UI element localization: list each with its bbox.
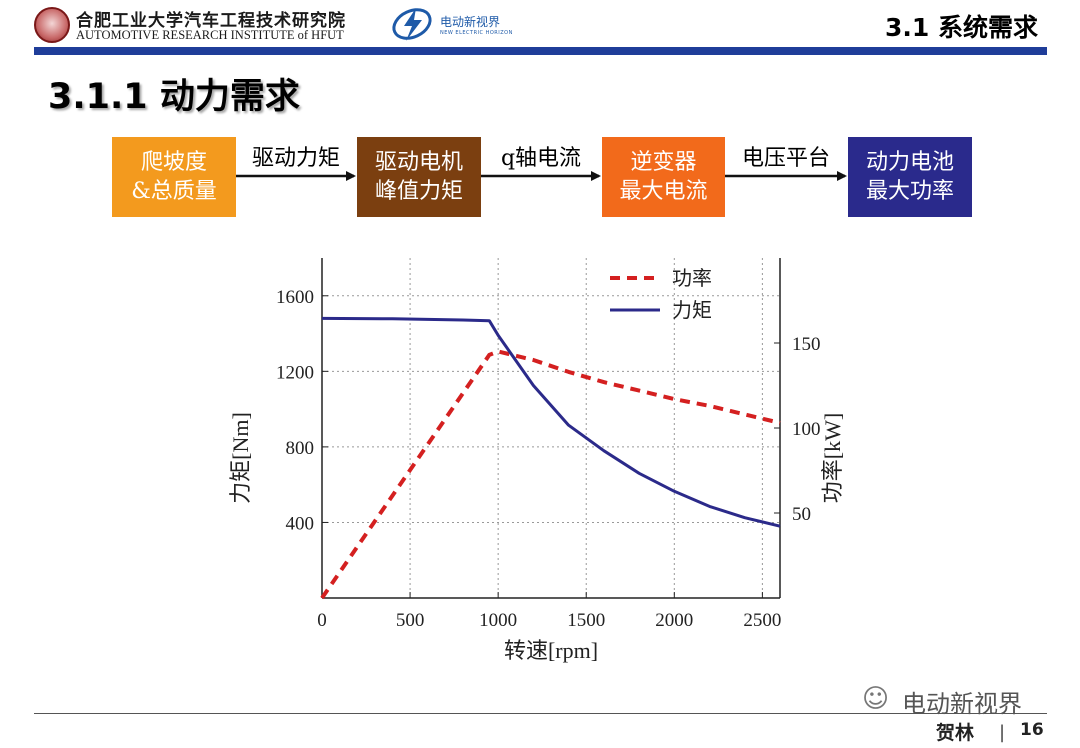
watermark-text: 电动新视界 [902,690,1022,718]
flow-box-grade-mass: 爬坡度 &总质量 [112,137,236,217]
y-right-tick-label: 100 [792,419,821,440]
x-tick-label: 0 [317,610,327,631]
y-left-tick-label: 1200 [276,362,314,383]
y-left-tick-label: 400 [286,513,315,534]
legend-label: 力矩 [672,299,712,322]
section-title: 3.1 系统需求 [885,13,1038,42]
power-series-line [320,349,781,600]
footer-separator: | [999,722,1006,743]
legend-label: 功率 [672,267,712,290]
flow-arrows [236,171,847,181]
y-right-axis-label: 功率[kW] [820,413,845,503]
x-tick-label: 2000 [655,610,693,631]
y-left-axis-label: 力矩[Nm] [228,412,253,504]
author-name: 贺林 [936,722,975,744]
page-title: 3.1.1 动力需求 [48,77,300,117]
header-divider-bar [34,47,1047,55]
torque-series-line [321,316,781,528]
x-tick-label: 1500 [567,610,605,631]
y-left-tick-label: 1600 [276,287,314,308]
flow-box-inverter-current: 逆变器 最大电流 [602,137,725,217]
flow-box-motor-torque: 驱动电机 峰值力矩 [357,137,481,217]
brand-logo-icon [392,8,432,41]
x-tick-label: 1000 [479,610,517,631]
institute-name-en: AUTOMOTIVE RESEARCH INSTITUTE of HFUT [76,28,344,42]
wechat-icon: ☺ [862,684,890,714]
x-axis-label: 转速[rpm] [504,638,598,663]
y-right-tick-label: 150 [792,334,821,355]
flow-box-battery-power: 动力电池 最大功率 [848,137,972,217]
institute-name-cn: 合肥工业大学汽车工程技术研究院 [76,11,346,31]
x-tick-label: 2500 [743,610,781,631]
brand-name-cn: 电动新视界 [440,15,501,29]
x-tick-label: 500 [396,610,425,631]
header: 合肥工业大学汽车工程技术研究院 AUTOMOTIVE RESEARCH INST… [0,0,1080,58]
brand-name-en: NEW ELECTRIC HORIZON [440,30,513,36]
flow-arrow-label-1: 驱动力矩 [251,146,340,171]
y-right-tick-label: 50 [792,504,811,525]
university-emblem-logo [34,7,70,43]
torque-power-chart: 0 500 1000 1500 2000 2500 400 800 1200 1600 50 100 1… [228,258,845,663]
page-number: 16 [1020,720,1044,740]
flow-arrow-label-3: 电压平台 [741,146,830,171]
flow-arrow-label-2: q轴电流 [500,146,582,171]
y-left-tick-label: 800 [286,438,315,459]
footer-divider [34,713,1047,714]
